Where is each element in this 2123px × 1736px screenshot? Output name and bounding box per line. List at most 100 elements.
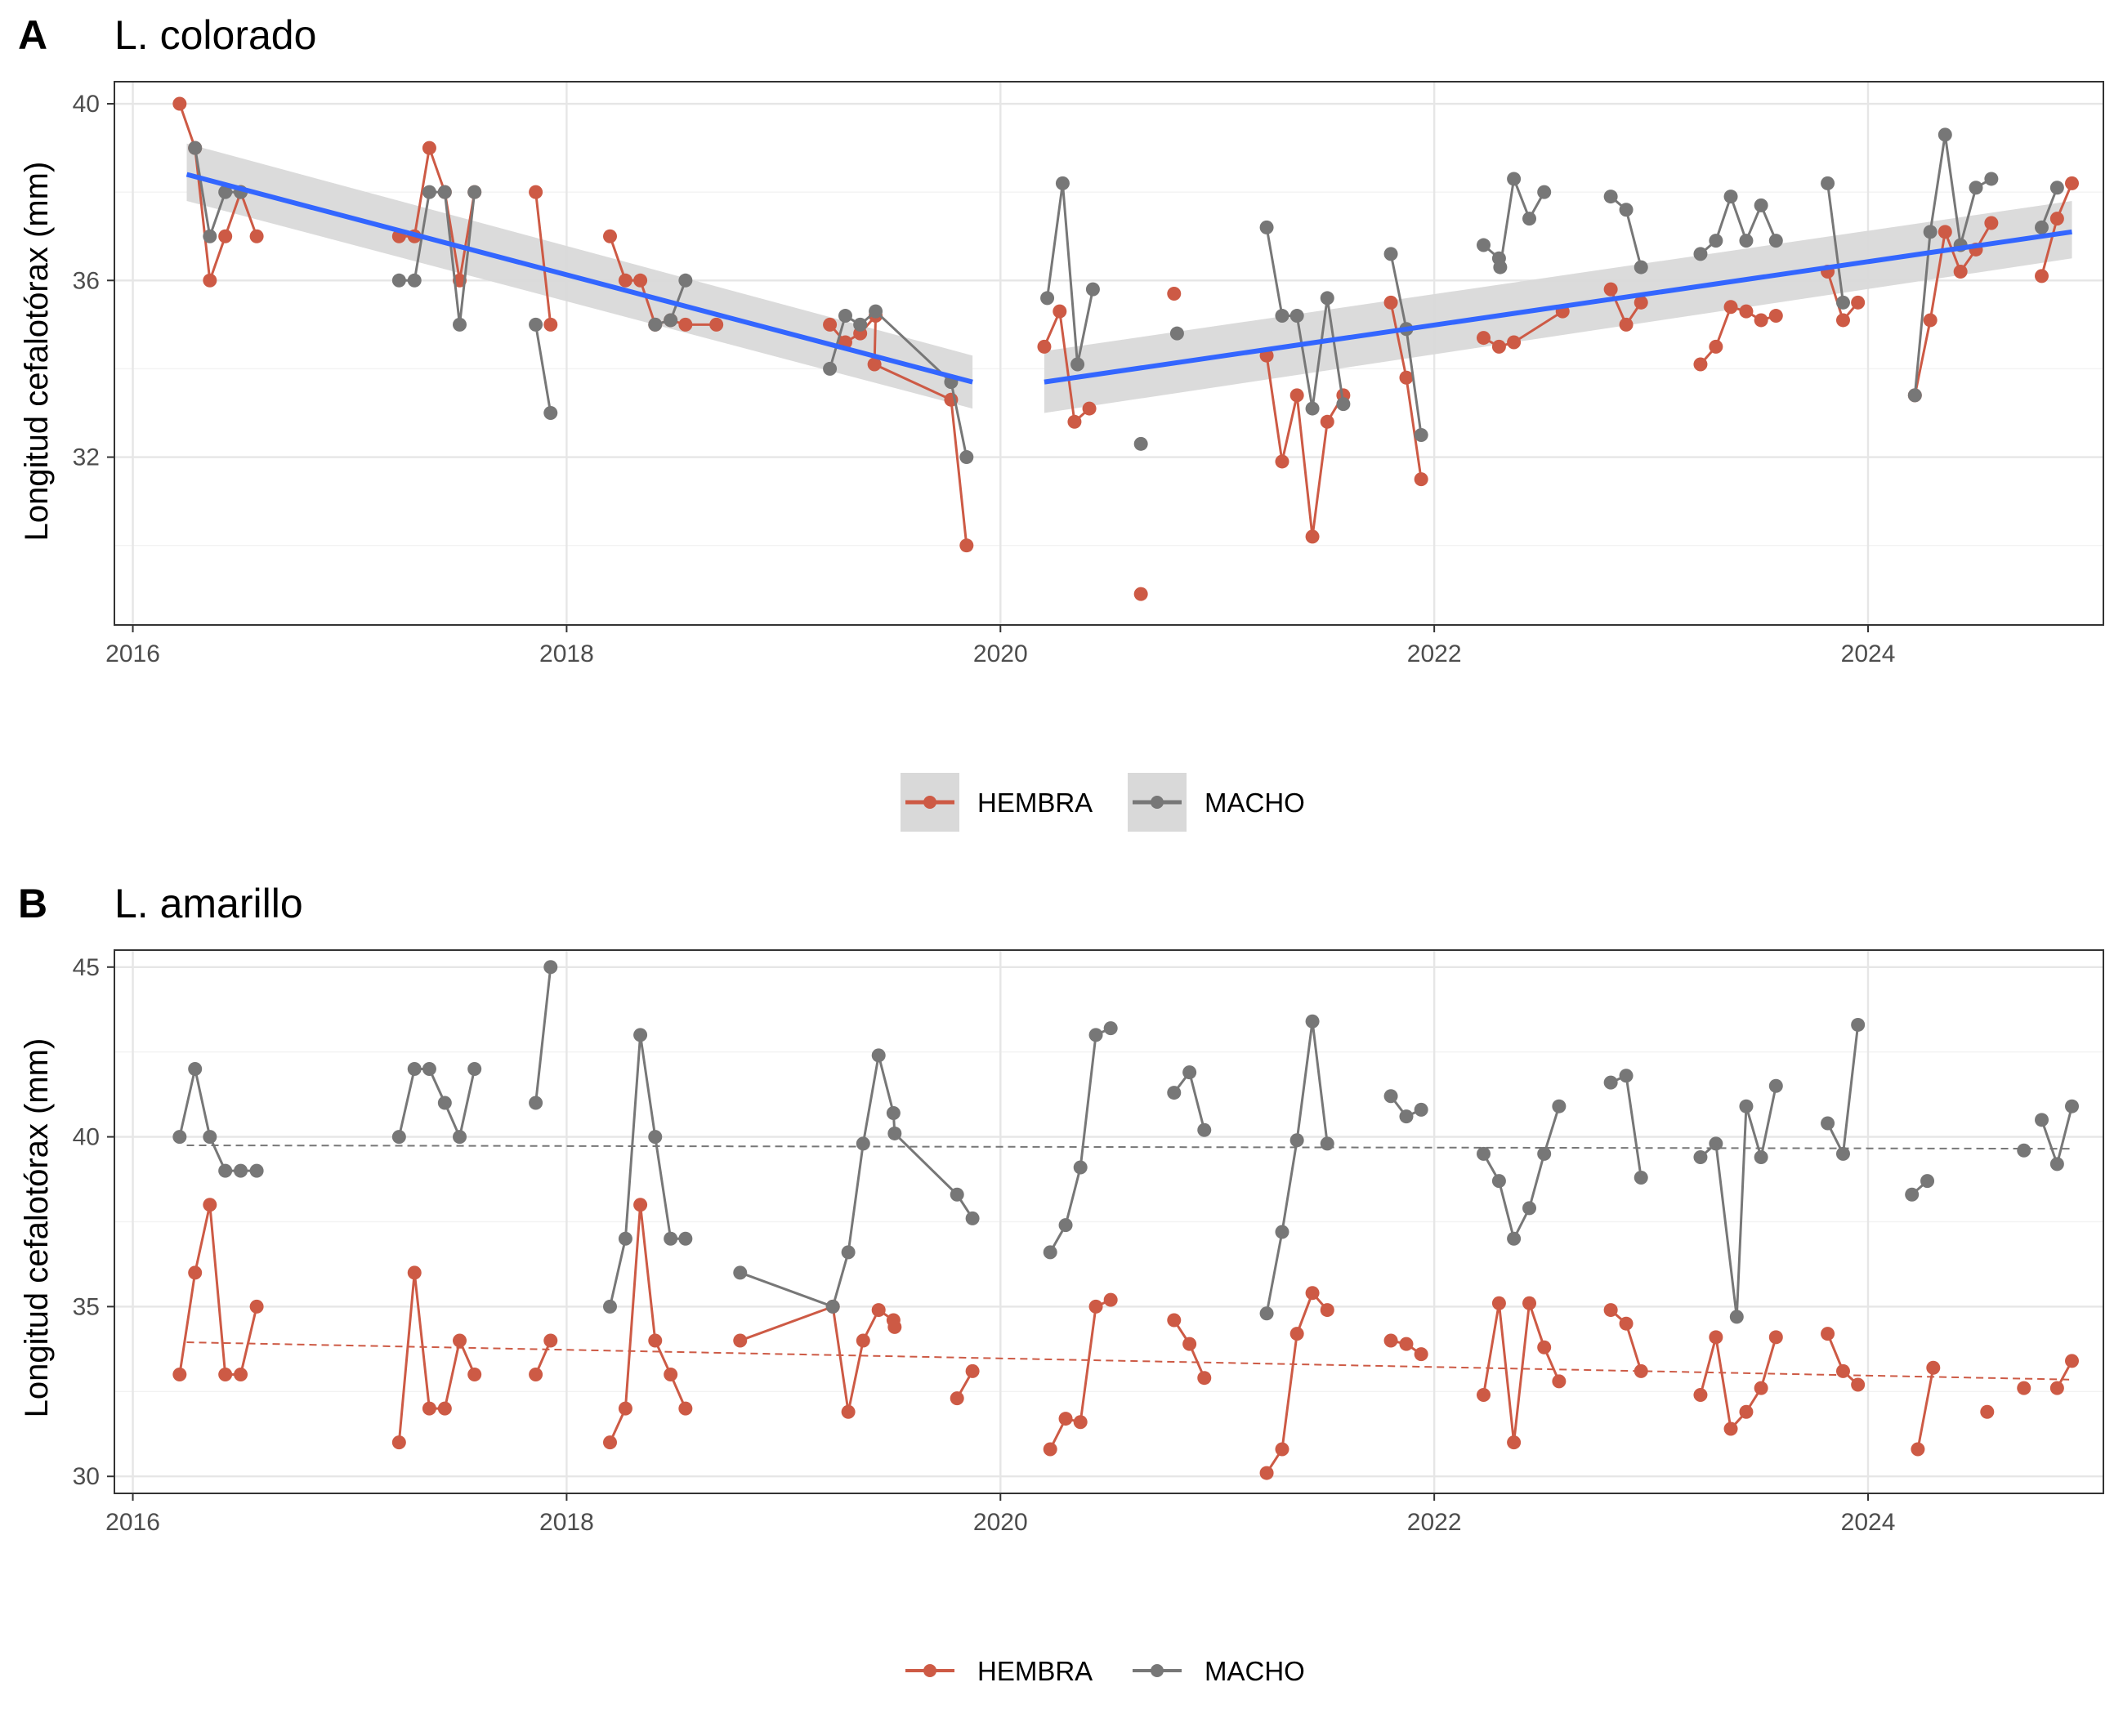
chart-b-point-hembra (1723, 1421, 1738, 1436)
chart-a-point-macho (664, 313, 678, 328)
chart-b-point-hembra (1259, 1466, 1274, 1480)
chart-b-point-hembra (467, 1368, 482, 1382)
chart-a-series-line-hembra (534, 191, 552, 325)
panel-b-title: L. amarillo (114, 881, 303, 926)
chart-a-point-macho (1493, 260, 1508, 274)
chart-b-point-hembra (1383, 1333, 1398, 1348)
chart-a-point-macho (853, 317, 868, 332)
chart-a-point-hembra (1938, 225, 1952, 239)
chart-a-point-macho (529, 317, 543, 332)
chart-a-point-macho (1305, 401, 1320, 416)
chart-b-point-macho (529, 1096, 543, 1110)
chart-b-series-line-hembra (1916, 1367, 1935, 1450)
chart-a-point-macho (869, 304, 883, 319)
panel-b-legend: HEMBRA MACHO (905, 1656, 1305, 1686)
chart-b-point-macho (391, 1130, 406, 1145)
chart-b-point-macho (1399, 1109, 1414, 1124)
chart-a-point-hembra (1320, 414, 1334, 429)
chart-a-point-hembra (1053, 304, 1067, 319)
chart-b-point-macho (648, 1130, 663, 1145)
chart-a-point-macho (1085, 282, 1100, 297)
chart-b-point-macho (1821, 1116, 1835, 1131)
chart-a-series-line-hembra (178, 103, 258, 281)
chart-b-series-line-macho (534, 966, 552, 1104)
chart-b-point-macho (1289, 1133, 1304, 1148)
chart-b-point-macho (1905, 1187, 1920, 1202)
chart-a-point-hembra (1491, 339, 1506, 354)
chart-a-point-hembra (1383, 295, 1398, 310)
chart-b-point-macho (1851, 1017, 1866, 1032)
chart-b-point-hembra (1739, 1404, 1754, 1419)
chart-b-point-hembra (887, 1319, 902, 1334)
chart-b-point-macho (1320, 1136, 1334, 1151)
chart-a-point-macho (1275, 309, 1289, 324)
chart-a-point-macho (1923, 225, 1938, 239)
chart-a-point-macho (1693, 247, 1708, 261)
chart-a-point-hembra (543, 317, 558, 332)
chart-b-point-hembra (172, 1368, 187, 1382)
chart-b-point-macho (188, 1061, 203, 1076)
chart-a-x-tick-label: 2022 (1407, 640, 1462, 667)
panel-b-tag: B (18, 881, 47, 926)
chart-b-point-macho (1197, 1122, 1212, 1137)
chart-b-series-line-macho (397, 1067, 476, 1141)
chart-b-point-macho (2049, 1157, 2064, 1171)
chart-a-point-hembra (1923, 313, 1938, 328)
chart-a-point-hembra (1739, 304, 1754, 319)
chart-a-point-macho (1383, 247, 1398, 261)
chart-b-point-macho (172, 1130, 187, 1145)
chart-b-point-macho (422, 1061, 436, 1076)
chart-a-point-hembra (1754, 313, 1768, 328)
chart-b-point-macho (1088, 1028, 1103, 1042)
chart-a-point-macho (2035, 220, 2049, 234)
chart-a-y-tick-label: 40 (73, 91, 100, 118)
chart-a-point-hembra (959, 538, 974, 553)
chart-a-point-macho (453, 317, 467, 332)
chart-b-point-macho (886, 1106, 901, 1120)
chart-a-point-hembra (1693, 357, 1708, 372)
chart-b-point-macho (2017, 1143, 2031, 1158)
chart-a-point-macho (1336, 397, 1351, 412)
chart-a-point-macho (1709, 234, 1723, 248)
chart-a-point-hembra (2035, 269, 2049, 283)
chart-b-point-hembra (733, 1333, 748, 1348)
chart-a-point-hembra (1984, 216, 1999, 230)
chart-b-point-hembra (1320, 1303, 1334, 1318)
chart-a-point-macho (467, 185, 482, 199)
chart-b-point-hembra (1522, 1296, 1537, 1310)
chart-b-point-hembra (1491, 1296, 1506, 1310)
chart-a-point-hembra (1768, 309, 1783, 324)
chart-b-point-macho (1537, 1146, 1552, 1161)
chart-b-point-hembra (1507, 1435, 1522, 1450)
chart-a-point-hembra (1603, 282, 1618, 297)
chart-a-point-hembra (218, 229, 233, 243)
chart-a-point-hembra (2065, 176, 2080, 190)
chart-b-point-hembra (1709, 1330, 1723, 1345)
chart-b-point-hembra (1477, 1387, 1491, 1402)
chart-a-series-line-macho (2040, 187, 2058, 228)
panel-a: A L. colorado Longitud cefalotórax (mm) … (18, 12, 2104, 667)
chart-b-point-macho (1693, 1150, 1708, 1165)
chart-b-point-hembra (1603, 1303, 1618, 1318)
chart-b-point-hembra (249, 1299, 264, 1314)
panel-b: B L. amarillo Longitud cefalotórax (mm) … (18, 881, 2104, 1536)
chart-a-point-macho (407, 273, 422, 288)
chart-b-point-hembra (1634, 1363, 1648, 1378)
chart-b-point-hembra (1693, 1387, 1708, 1402)
chart-b-point-hembra (965, 1363, 980, 1378)
chart-a-point-hembra (1082, 401, 1097, 416)
chart-b-point-macho (871, 1048, 886, 1063)
chart-b-point-macho (633, 1028, 648, 1042)
chart-b-point-hembra (1197, 1371, 1212, 1386)
chart-a-point-macho (1537, 185, 1552, 199)
chart-b-point-hembra (678, 1401, 693, 1416)
chart-a-point-hembra (249, 229, 264, 243)
chart-b-point-hembra (422, 1401, 436, 1416)
chart-b-point-macho (1920, 1174, 1935, 1189)
chart-a-series-line-macho (1046, 183, 1094, 365)
chart-a-point-hembra (867, 357, 882, 372)
chart-b-point-hembra (1537, 1340, 1552, 1354)
chart-b-y-tick-label: 40 (73, 1124, 100, 1151)
chart-a-point-macho (218, 185, 233, 199)
